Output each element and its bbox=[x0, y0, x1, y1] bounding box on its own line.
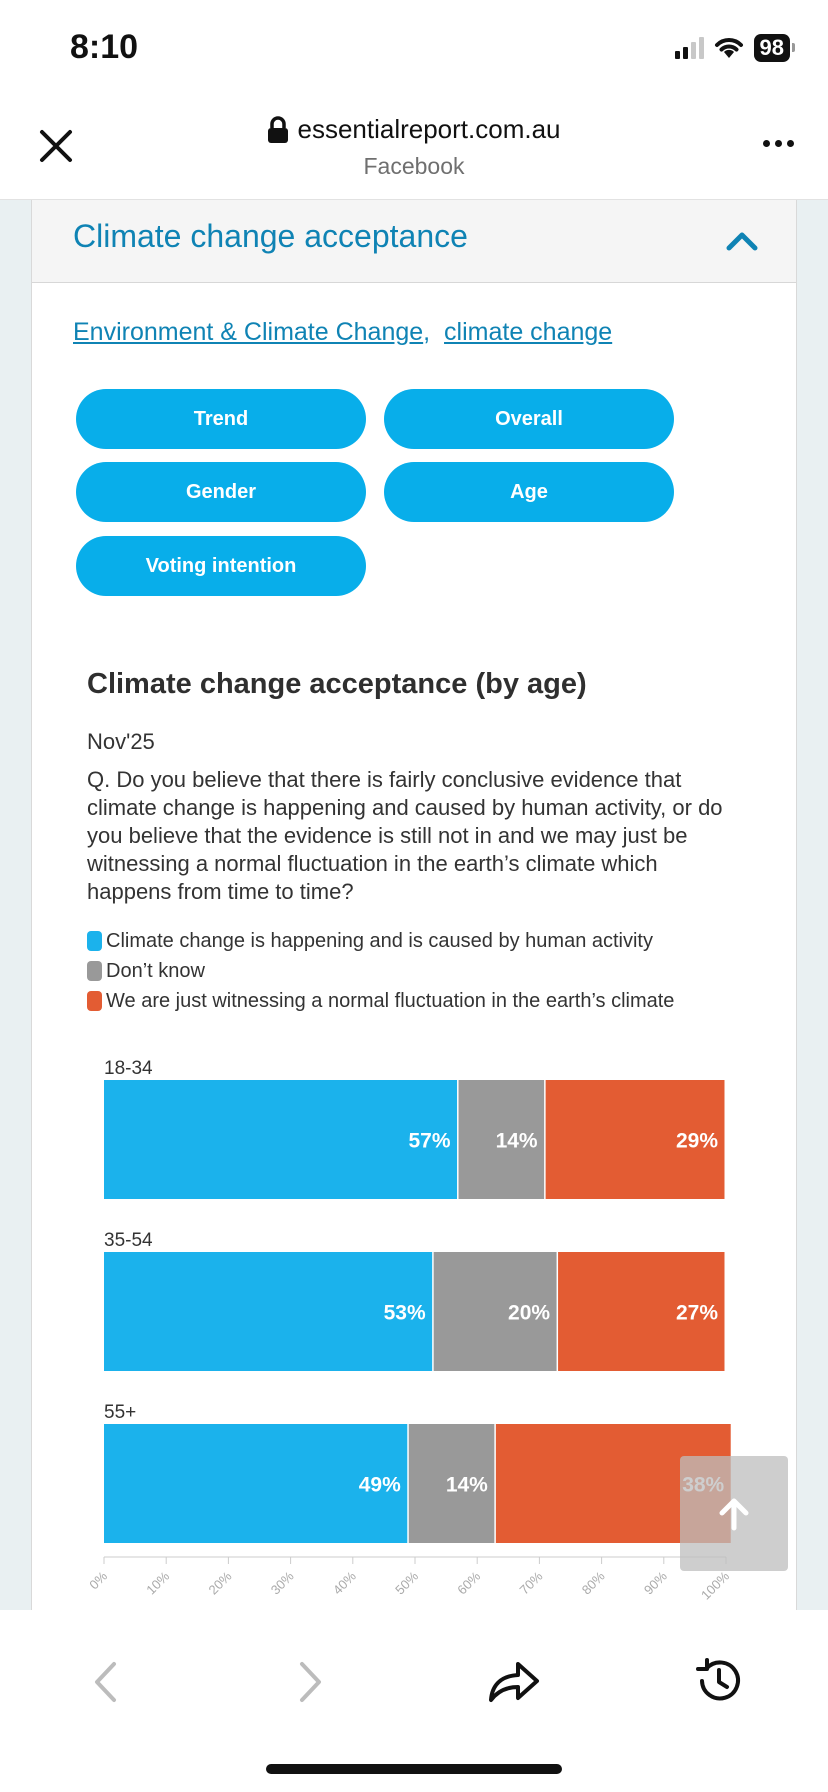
data-label: 14% bbox=[496, 1130, 538, 1153]
legend-label-dont-know: Don’t know bbox=[106, 959, 205, 982]
bar-segment bbox=[104, 1252, 433, 1371]
data-label: 27% bbox=[676, 1302, 718, 1325]
close-icon[interactable] bbox=[36, 126, 76, 166]
x-tick-label: 0% bbox=[86, 1568, 110, 1592]
data-label: 53% bbox=[384, 1302, 426, 1325]
x-tick-label: 50% bbox=[392, 1568, 421, 1597]
x-tick-label: 20% bbox=[206, 1568, 235, 1597]
tag-separator: , bbox=[423, 318, 431, 346]
bar-segment bbox=[458, 1080, 545, 1199]
voting-intention-button[interactable]: Voting intention bbox=[76, 536, 366, 596]
tag-climate-change[interactable]: climate change bbox=[444, 318, 613, 346]
overall-button[interactable]: Overall bbox=[384, 389, 674, 449]
battery-icon: 98 bbox=[753, 34, 796, 62]
trend-button[interactable]: Trend bbox=[76, 389, 366, 449]
legend-swatch-fluctuation bbox=[87, 991, 102, 1011]
bar-segment bbox=[545, 1080, 725, 1199]
chart-date: Nov'25 bbox=[87, 729, 155, 754]
legend-item: Don’t know bbox=[87, 956, 674, 986]
data-label: 20% bbox=[508, 1302, 550, 1325]
back-icon[interactable] bbox=[92, 1660, 118, 1709]
url-domain: essentialreport.com.au bbox=[297, 114, 561, 144]
content-card: Climate change acceptance Environment & … bbox=[31, 200, 797, 1610]
x-tick-label: 80% bbox=[579, 1568, 608, 1597]
home-indicator bbox=[266, 1764, 562, 1774]
status-indicators: 98 bbox=[674, 34, 796, 62]
url-display[interactable]: essentialreport.com.au Facebook bbox=[0, 114, 828, 180]
category-label: 18-34 bbox=[104, 1058, 153, 1079]
chart-question: Q. Do you believe that there is fairly c… bbox=[87, 767, 723, 904]
wifi-icon bbox=[714, 37, 744, 59]
lock-icon bbox=[268, 115, 289, 143]
tag-list: Environment & Climate Change, climate ch… bbox=[73, 318, 612, 347]
legend-swatch-human bbox=[87, 931, 102, 951]
x-tick-label: 40% bbox=[330, 1568, 359, 1597]
accordion-header[interactable]: Climate change acceptance bbox=[32, 200, 796, 283]
bar-segment bbox=[433, 1252, 557, 1371]
x-tick-label: 10% bbox=[143, 1568, 172, 1597]
data-label: 14% bbox=[446, 1474, 488, 1497]
legend-label-fluctuation: We are just witnessing a normal fluctuat… bbox=[106, 989, 675, 1012]
accordion-title: Climate change acceptance bbox=[73, 218, 468, 254]
chevron-up-icon[interactable] bbox=[726, 230, 758, 257]
data-label: 49% bbox=[359, 1474, 401, 1497]
stacked-bar-chart: 18-3457%14%29%35-5453%20%27%55+49%14%38%… bbox=[86, 1058, 732, 1603]
chart-title: Climate change acceptance (by age) bbox=[87, 668, 587, 700]
data-label: 29% bbox=[676, 1130, 718, 1153]
x-tick-label: 70% bbox=[517, 1568, 546, 1597]
bar-segment bbox=[104, 1080, 458, 1199]
bar-segment bbox=[558, 1252, 725, 1371]
x-tick-label: 60% bbox=[454, 1568, 483, 1597]
web-page: Climate change acceptance Environment & … bbox=[0, 200, 828, 1610]
arrow-up-icon bbox=[719, 1498, 749, 1530]
cellular-signal-icon bbox=[674, 37, 704, 59]
chart-legend: Climate change is happening and is cause… bbox=[87, 926, 674, 1016]
category-label: 55+ bbox=[104, 1402, 136, 1423]
url-source: Facebook bbox=[363, 152, 465, 179]
more-options-icon[interactable] bbox=[763, 140, 794, 147]
tag-environment[interactable]: Environment & Climate Change bbox=[73, 318, 424, 346]
legend-label-human: Climate change is happening and is cause… bbox=[106, 929, 653, 952]
age-button[interactable]: Age bbox=[384, 462, 674, 522]
data-label: 57% bbox=[409, 1130, 451, 1153]
category-label: 35-54 bbox=[104, 1230, 153, 1251]
x-tick-label: 90% bbox=[641, 1568, 670, 1597]
x-tick-label: 30% bbox=[268, 1568, 297, 1597]
x-tick-label: 100% bbox=[698, 1568, 732, 1602]
legend-item: Climate change is happening and is cause… bbox=[87, 926, 674, 956]
browser-header: essentialreport.com.au Facebook bbox=[0, 100, 828, 200]
browser-toolbar bbox=[0, 1610, 828, 1792]
bar-segment bbox=[408, 1424, 495, 1543]
status-time: 8:10 bbox=[70, 28, 139, 66]
legend-swatch-dont-know bbox=[87, 961, 102, 981]
gender-button[interactable]: Gender bbox=[76, 462, 366, 522]
bar-segment bbox=[104, 1424, 408, 1543]
history-icon[interactable] bbox=[694, 1656, 744, 1711]
scroll-to-top-button[interactable] bbox=[680, 1456, 788, 1571]
forward-icon[interactable] bbox=[298, 1660, 324, 1709]
legend-item: We are just witnessing a normal fluctuat… bbox=[87, 986, 674, 1016]
status-bar: 8:10 98 bbox=[0, 0, 828, 100]
share-icon[interactable] bbox=[488, 1656, 540, 1709]
